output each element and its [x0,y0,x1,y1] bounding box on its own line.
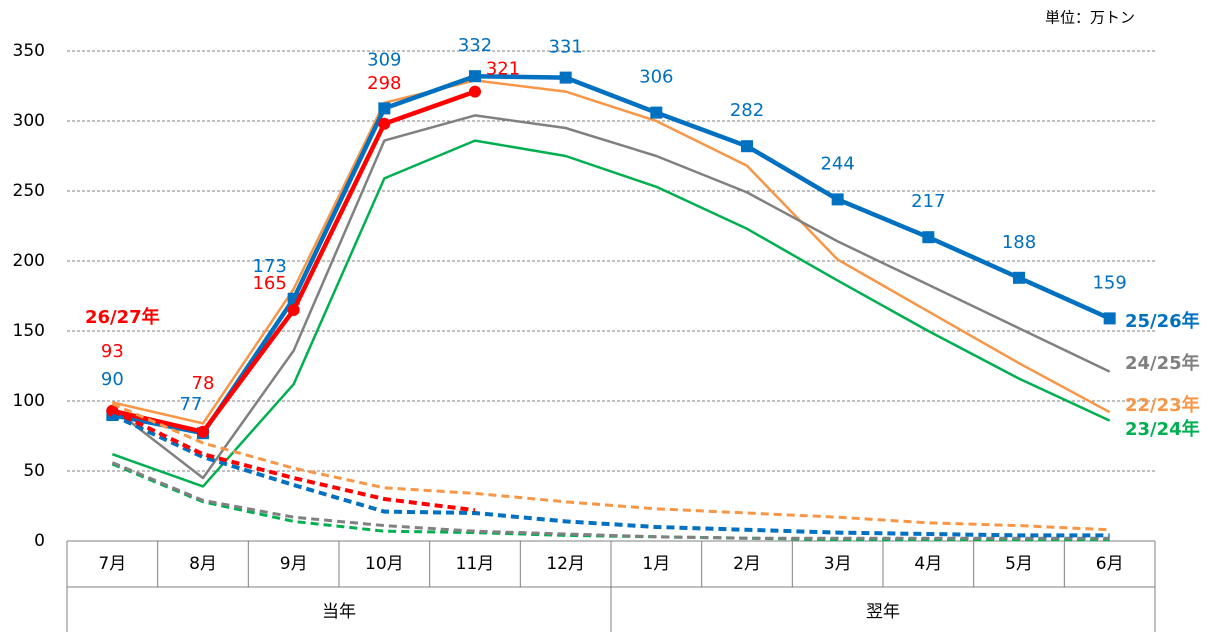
x-tick-label: 4月 [914,554,942,574]
marker [1013,271,1025,284]
series-line [111,73,1111,436]
marker [741,140,753,153]
data-label: 321 [486,59,520,80]
data-label: 93 [101,341,124,362]
y-tick-label: 100 [13,391,45,411]
data-label: 173 [252,256,286,277]
marker [1103,312,1116,325]
marker [650,106,663,119]
x-tick-label: 6月 [1096,554,1124,574]
x-tick-label: 3月 [824,554,852,574]
series-label: 24/25年 [1125,352,1200,374]
series-line [111,139,1111,488]
data-label: 331 [548,37,582,58]
series-label: 23/24年 [1125,418,1200,440]
y-tick-label: 150 [13,321,45,341]
data-label: 165 [252,273,286,294]
marker [287,304,300,316]
marker [378,117,391,130]
marker [831,193,844,206]
data-label: 282 [730,100,764,121]
data-label: 306 [639,67,673,88]
x-tick-label: 11月 [456,554,495,574]
marker [469,70,481,83]
data-label: 78 [192,373,215,394]
x-tick-label: 8月 [189,554,217,574]
dashed-line [111,461,1110,540]
group-label: 当年 [322,602,356,622]
x-tick-label: 12月 [546,554,585,574]
y-tick-label: 200 [13,251,45,271]
x-tick-label: 9月 [280,554,308,574]
data-label: 90 [101,369,124,390]
y-tick-label: 250 [13,181,45,201]
y-tick-label: 350 [13,41,45,61]
marker [559,71,572,84]
series-label: 26/27年 [85,306,160,328]
marker [469,85,481,98]
dashed-line [111,408,476,513]
group-label: 翌年 [866,602,900,622]
dashed-line [111,413,1110,538]
x-tick-label: 5月 [1005,554,1033,574]
y-tick-label: 50 [23,461,45,481]
data-label: 77 [180,394,203,415]
y-tick-label: 0 [34,531,45,551]
data-label: 217 [911,191,945,212]
dashed-line [111,402,1110,532]
marker [378,102,391,115]
y-tick-label: 300 [13,111,45,131]
marker [922,231,935,244]
data-label: 309 [367,49,401,70]
marker [197,425,209,438]
x-tick-label: 1月 [642,554,670,574]
series-line [111,114,1111,480]
data-label: 332 [458,35,492,56]
x-tick-label: 2月 [733,554,761,574]
x-tick-label: 7月 [98,554,126,574]
data-label: 188 [1002,232,1036,253]
unit-label: 単位：万トン [1045,9,1135,27]
x-tick-label: 10月 [365,554,404,574]
data-label: 244 [820,153,854,174]
data-label: 159 [1092,272,1126,293]
series-line [112,79,1111,425]
series-label: 25/26年 [1125,310,1200,332]
series-label: 22/23年 [1125,394,1200,416]
series-line [111,89,476,435]
data-label: 298 [367,73,401,94]
